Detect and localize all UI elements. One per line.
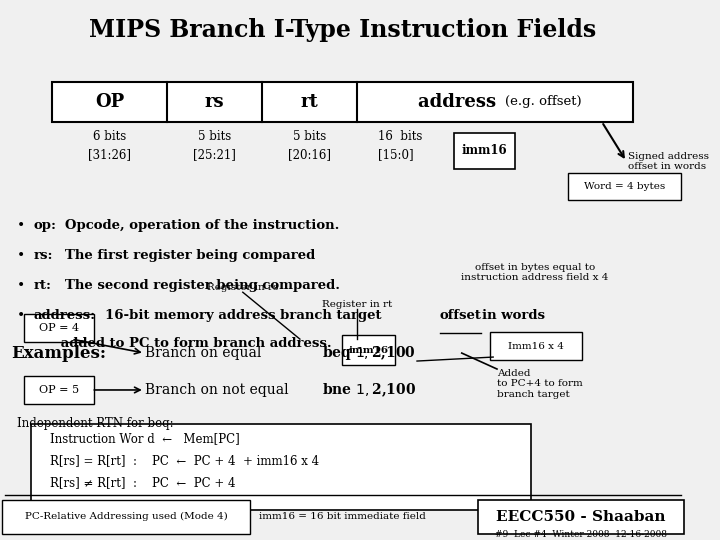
FancyBboxPatch shape: [490, 332, 582, 360]
FancyBboxPatch shape: [53, 82, 633, 122]
Text: 6 bits: 6 bits: [93, 130, 126, 143]
Text: Word = 4 bytes: Word = 4 bytes: [584, 182, 665, 191]
Text: The second register being compared.: The second register being compared.: [65, 279, 340, 292]
Text: PC-Relative Addressing used (Mode 4): PC-Relative Addressing used (Mode 4): [24, 512, 228, 521]
Text: •: •: [17, 249, 25, 264]
Text: imm16: imm16: [348, 346, 389, 355]
FancyBboxPatch shape: [454, 133, 515, 168]
Text: [15:0]: [15:0]: [378, 148, 413, 161]
FancyBboxPatch shape: [24, 376, 94, 404]
Text: EECC550 - Shaaban: EECC550 - Shaaban: [496, 510, 665, 524]
FancyBboxPatch shape: [478, 500, 683, 534]
Text: Examples:: Examples:: [12, 345, 107, 362]
Text: Added
to PC+4 to form
branch target: Added to PC+4 to form branch target: [497, 369, 582, 399]
Text: offset in bytes equal to
instruction address field x 4: offset in bytes equal to instruction add…: [462, 263, 608, 282]
Text: OP = 5: OP = 5: [39, 385, 79, 395]
Text: OP = 4: OP = 4: [39, 323, 79, 333]
Text: imm16: imm16: [462, 144, 508, 157]
Text: offset: offset: [440, 309, 482, 322]
Text: Register in rt: Register in rt: [322, 300, 392, 309]
FancyBboxPatch shape: [2, 500, 251, 534]
Text: 5 bits: 5 bits: [293, 130, 326, 143]
Text: OP: OP: [95, 93, 124, 111]
Text: address:: address:: [33, 309, 96, 322]
Text: imm16 = 16 bit immediate field: imm16 = 16 bit immediate field: [259, 512, 426, 521]
Text: rt:: rt:: [33, 279, 51, 292]
Text: Opcode, operation of the instruction.: Opcode, operation of the instruction.: [65, 219, 339, 232]
Text: Register in rs: Register in rs: [207, 283, 279, 292]
FancyBboxPatch shape: [568, 173, 680, 200]
FancyBboxPatch shape: [342, 335, 395, 365]
Text: Branch on not equal: Branch on not equal: [145, 383, 288, 397]
Text: rs: rs: [204, 93, 224, 111]
Text: Signed address
offset in words: Signed address offset in words: [629, 152, 709, 171]
Text: (e.g. offset): (e.g. offset): [505, 95, 581, 108]
Text: address: address: [418, 93, 503, 111]
Text: The first register being compared: The first register being compared: [65, 249, 315, 262]
Text: [25:21]: [25:21]: [193, 148, 235, 161]
Text: 16-bit memory address branch target: 16-bit memory address branch target: [104, 309, 381, 322]
Text: Independent RTN for beq:: Independent RTN for beq:: [17, 417, 174, 430]
Text: 16  bits: 16 bits: [378, 130, 423, 143]
Text: in words: in words: [482, 309, 545, 322]
Text: R[rs] = R[rt]  :    PC  ←  PC + 4  + imm16 x 4: R[rs] = R[rt] : PC ← PC + 4 + imm16 x 4: [50, 454, 319, 467]
Text: Imm16 x 4: Imm16 x 4: [508, 342, 564, 350]
Text: op:: op:: [33, 219, 56, 232]
Text: rt: rt: [300, 93, 318, 111]
Text: Branch on equal: Branch on equal: [145, 346, 261, 360]
Text: R[rs] ≠ R[rt]  :    PC  ←  PC + 4: R[rs] ≠ R[rt] : PC ← PC + 4: [50, 476, 235, 489]
Text: MIPS Branch I-Type Instruction Fields: MIPS Branch I-Type Instruction Fields: [89, 18, 596, 42]
Text: #9  Lec #4  Winter 2008  12-16-2008: #9 Lec #4 Winter 2008 12-16-2008: [495, 530, 667, 539]
Text: added to PC to form branch address.: added to PC to form branch address.: [33, 337, 332, 350]
Text: [31:26]: [31:26]: [88, 148, 131, 161]
Text: 5 bits: 5 bits: [197, 130, 231, 143]
Text: •: •: [17, 309, 25, 323]
FancyBboxPatch shape: [24, 314, 94, 342]
Text: [20:16]: [20:16]: [288, 148, 331, 161]
Text: •: •: [17, 219, 25, 233]
Text: rs:: rs:: [33, 249, 53, 262]
Text: •: •: [17, 279, 25, 293]
FancyBboxPatch shape: [32, 424, 531, 510]
Text: bne $1,$2,100: bne $1,$2,100: [322, 381, 416, 399]
Text: beq $1,$2,100: beq $1,$2,100: [322, 344, 415, 362]
Text: Instruction Wor d  ←   Mem[PC]: Instruction Wor d ← Mem[PC]: [50, 433, 239, 446]
